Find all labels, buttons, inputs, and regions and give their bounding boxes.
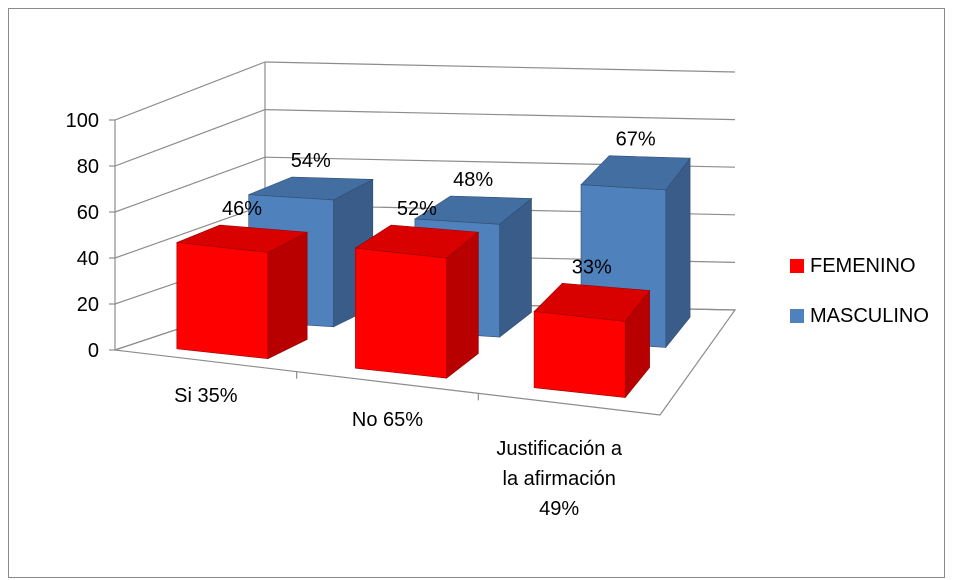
y-tick-label: 20 <box>77 294 99 316</box>
data-label: 67% <box>616 129 656 151</box>
legend-label-masculino: MASCULINO <box>810 305 929 327</box>
gridline-side <box>114 109 266 167</box>
data-label: 46% <box>222 198 262 220</box>
y-tick-label: 100 <box>66 110 99 132</box>
y-tick-label: 60 <box>77 202 99 224</box>
gridline-back <box>264 61 736 73</box>
legend-swatch-masculino <box>790 309 804 323</box>
data-label: 48% <box>453 169 493 191</box>
x-category-label: Si 35% <box>174 385 238 407</box>
x-category-label: la afirmación <box>503 468 616 490</box>
data-label: 52% <box>397 198 437 220</box>
x-category-label: 49% <box>539 498 579 520</box>
legend-swatch-femenino <box>790 259 804 273</box>
bar-side <box>665 157 691 349</box>
bar-femenino-3 <box>533 311 626 398</box>
bar-side <box>267 231 308 360</box>
gridline-side <box>114 204 266 259</box>
y-tick-label: 40 <box>77 248 99 270</box>
y-tick-label: 0 <box>88 340 99 362</box>
y-tick-label: 80 <box>77 156 99 178</box>
data-label: 33% <box>572 256 612 278</box>
x-category-label: No 65% <box>352 409 423 431</box>
gridline-back <box>264 109 736 121</box>
bar-femenino-1 <box>176 242 269 360</box>
bar-femenino-2 <box>355 247 447 379</box>
gridline-side <box>114 156 266 213</box>
gridline-side <box>114 61 266 121</box>
data-label: 54% <box>291 150 331 172</box>
legend-label-femenino: FEMENINO <box>810 255 916 277</box>
x-category-label: Justificación a <box>496 438 622 460</box>
